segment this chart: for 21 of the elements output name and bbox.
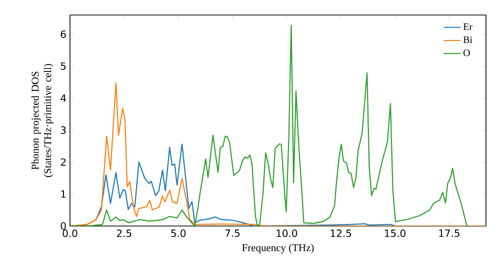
y-tick-label: 5 bbox=[60, 62, 66, 70]
legend-label: O bbox=[463, 49, 470, 56]
legend-label: Bi bbox=[463, 36, 472, 44]
y-tick-label: 6 bbox=[60, 30, 66, 38]
x-tick-label: 5.0 bbox=[171, 230, 186, 238]
legend-label: Er bbox=[463, 23, 472, 30]
x-tick-label: 2.5 bbox=[116, 230, 132, 238]
y-axis-title: Phonon projected DOS (States/THz·primitive cell) bbox=[31, 64, 54, 177]
x-axis-title: Frequency (THz) bbox=[242, 244, 314, 254]
x-tick-label: 10.0 bbox=[276, 230, 298, 238]
x-tick-label: 0.0 bbox=[62, 230, 78, 238]
x-tick-label: 17.5 bbox=[439, 230, 460, 237]
y-tick-label: 2 bbox=[60, 158, 66, 166]
x-tick-label: 15.0 bbox=[385, 230, 406, 238]
line-series bbox=[70, 82, 486, 226]
y-tick-label: 1 bbox=[61, 190, 66, 198]
y-tick-label: 0 bbox=[60, 222, 66, 230]
x-tick-label: 12.5 bbox=[330, 230, 352, 238]
x-tick-label: 7.5 bbox=[225, 230, 240, 237]
y-tick-label: 3 bbox=[60, 126, 66, 134]
y-tick-label: 4 bbox=[60, 94, 66, 102]
